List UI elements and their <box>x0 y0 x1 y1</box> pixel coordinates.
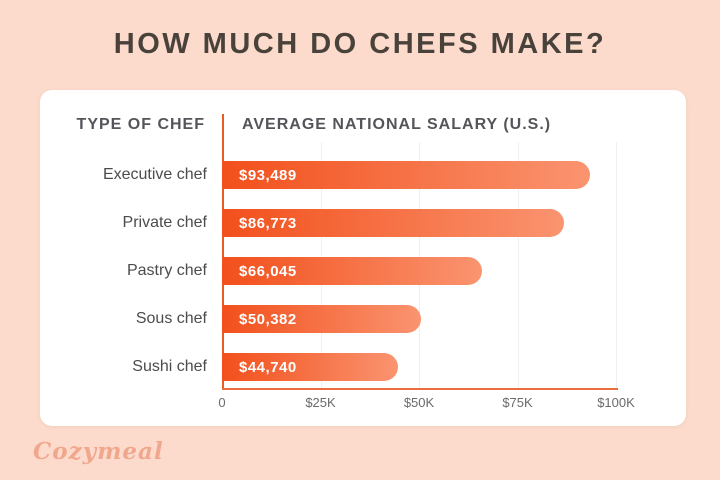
chart-card: TYPE OF CHEF AVERAGE NATIONAL SALARY (U.… <box>40 90 686 426</box>
page-title: HOW MUCH DO CHEFS MAKE? <box>113 28 607 60</box>
x-tick-75k: $75K <box>502 395 533 410</box>
chart-row-executive-chef: Executive chef $93,489 <box>40 161 686 189</box>
bar-track: $50,382 <box>222 305 616 333</box>
salary-value-label: $50,382 <box>239 310 297 328</box>
salary-value-label: $93,489 <box>239 166 297 184</box>
chart-row-sushi-chef: Sushi chef $44,740 <box>40 353 686 381</box>
x-axis-line <box>222 388 618 390</box>
chef-type-label: Private chef <box>122 214 207 231</box>
salary-value-label: $66,045 <box>239 262 297 280</box>
column-header-average-salary: AVERAGE NATIONAL SALARY (U.S.) <box>242 116 552 133</box>
x-tick-100k: $100K <box>597 395 635 410</box>
chart-row-pastry-chef: Pastry chef $66,045 <box>40 257 686 285</box>
y-axis-line <box>222 114 224 389</box>
chef-type-label: Pastry chef <box>126 262 207 279</box>
salary-bar: $50,382 <box>222 305 421 333</box>
chef-type-label: Sushi chef <box>132 358 207 375</box>
x-tick-25k: $25K <box>305 395 336 410</box>
bar-track: $93,489 <box>222 161 616 189</box>
salary-value-label: $44,740 <box>239 358 297 376</box>
gridline-75k <box>517 142 519 388</box>
gridline-100k <box>616 142 617 388</box>
x-axis-ticks: 0 $25K $50K $75K $100K <box>218 395 634 411</box>
salary-bar: $44,740 <box>222 353 399 381</box>
bar-rows: Executive chef $93,489 Private chef $86,… <box>40 161 686 401</box>
cozymeal-logo: Cozymeal <box>33 438 164 465</box>
column-header-type-of-chef: TYPE OF CHEF <box>76 116 205 133</box>
x-tick-50k: $50K <box>403 395 435 410</box>
column-headers: TYPE OF CHEF AVERAGE NATIONAL SALARY (U.… <box>40 116 686 138</box>
salary-bar: $93,489 <box>222 161 591 189</box>
chart-row-private-chef: Private chef $86,773 <box>40 209 686 237</box>
chef-type-label: Executive chef <box>102 166 207 183</box>
bar-track: $66,045 <box>222 257 616 285</box>
salary-bar: $66,045 <box>222 257 483 285</box>
x-tick-0: 0 <box>218 395 226 410</box>
chart-row-sous-chef: Sous chef $50,382 <box>40 305 686 333</box>
bar-track: $86,773 <box>222 209 616 237</box>
salary-bar: $86,773 <box>222 209 564 237</box>
bar-track: $44,740 <box>222 353 616 381</box>
salary-value-label: $86,773 <box>239 214 297 232</box>
chef-type-label: Sous chef <box>135 310 207 327</box>
